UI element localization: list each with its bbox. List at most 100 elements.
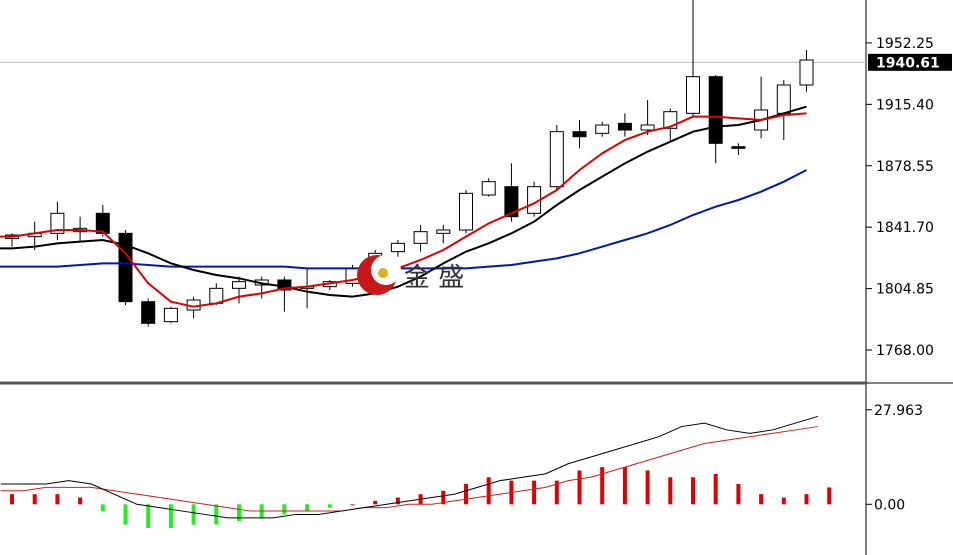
candle	[118, 230, 133, 305]
candle	[436, 225, 451, 244]
macd-bar-negative	[237, 504, 241, 522]
candle	[686, 0, 700, 117]
macd-bar-positive	[395, 497, 400, 505]
candle	[799, 50, 814, 92]
logo-sun	[378, 268, 388, 278]
macd-bar-positive	[781, 497, 786, 505]
macd-bar-positive	[713, 473, 718, 505]
dif-line	[0, 415, 818, 519]
bull-candle-body	[776, 84, 791, 114]
macd-bar-positive	[486, 477, 491, 505]
macd-bar-positive	[827, 487, 832, 505]
macd-bar-positive	[645, 470, 650, 505]
macd-bar-negative	[214, 504, 219, 525]
last-price-tag: 1940.61	[868, 53, 952, 71]
macd-tick-label: 27.963	[874, 403, 923, 419]
candle	[390, 240, 405, 257]
watermark-logo: 金 盛	[357, 255, 464, 295]
macd-bar-positive	[622, 467, 627, 505]
macd-pane: 27.963 0.00	[0, 403, 923, 528]
candle	[754, 76, 769, 139]
macd-bar-positive	[32, 494, 37, 505]
bull-candle-body	[459, 192, 473, 231]
bull-candle-body	[549, 131, 564, 188]
macd-bar-positive	[600, 467, 605, 505]
price-tick-label: 1878.55	[876, 159, 934, 175]
macd-tick-label: 0.00	[874, 497, 905, 513]
macd-bar-positive	[55, 494, 60, 505]
bear-candle-body	[95, 212, 110, 234]
candle	[277, 276, 292, 312]
bull-candle-body	[595, 124, 610, 134]
macd-bar-positive	[668, 477, 673, 505]
macd-histogram	[10, 467, 832, 528]
dea-line	[0, 426, 818, 512]
bull-candle-body	[686, 76, 700, 114]
candle	[413, 225, 428, 252]
bull-candle-body	[50, 212, 65, 234]
candle	[617, 113, 632, 137]
candle	[141, 298, 156, 327]
candle	[504, 163, 519, 222]
macd-bar-positive	[350, 504, 355, 506]
watermark-text: 金 盛	[404, 263, 464, 293]
macd-bar-positive	[441, 490, 446, 505]
ma-mid-line	[0, 105, 807, 298]
candle	[232, 276, 246, 304]
price-tick-label: 1804.85	[876, 282, 934, 298]
price-tick-label: 1768.00	[876, 343, 934, 359]
bear-candle-body	[617, 122, 632, 131]
candle	[708, 75, 723, 164]
bull-candle-body	[413, 231, 428, 244]
candle	[731, 143, 746, 155]
last-price-box	[868, 53, 952, 71]
price-tick-label: 1841.70	[876, 220, 934, 236]
bull-candle-body	[163, 307, 178, 323]
candle	[776, 80, 791, 140]
price-tick-label: 1915.40	[876, 97, 934, 113]
last-price-label: 1940.61	[876, 55, 940, 71]
macd-axis: 27.963 0.00	[866, 403, 923, 513]
candle	[572, 120, 587, 149]
bull-candle-body	[232, 281, 246, 289]
macd-bar-positive	[577, 470, 582, 505]
macd-bar-negative	[305, 504, 310, 512]
bear-candle-body	[731, 146, 746, 149]
candle	[163, 306, 178, 324]
macd-bar-negative	[100, 504, 105, 512]
candle	[459, 190, 473, 234]
macd-bar-negative	[168, 504, 173, 528]
candle	[300, 268, 315, 309]
macd-bar-positive	[736, 484, 741, 505]
candle	[50, 201, 65, 240]
macd-bar-positive	[554, 480, 559, 505]
macd-bar-positive	[759, 494, 764, 505]
macd-bar-positive	[78, 497, 83, 505]
bear-candle-body	[708, 76, 723, 144]
macd-bar-negative	[282, 504, 287, 515]
macd-bar-negative	[146, 504, 151, 528]
bull-candle-body	[640, 124, 655, 131]
macd-bar-negative	[191, 504, 196, 525]
macd-bar-negative	[327, 504, 332, 508]
macd-bar-positive	[804, 494, 809, 505]
bull-candle-body	[436, 229, 451, 234]
bear-candle-body	[141, 301, 156, 324]
bull-candle-body	[799, 59, 814, 86]
bull-candle-body	[390, 242, 405, 253]
candle	[595, 121, 610, 137]
macd-bar-positive	[532, 480, 537, 505]
candle	[481, 178, 496, 197]
macd-bar-positive	[10, 494, 14, 505]
macd-bar-negative	[123, 504, 128, 525]
macd-bar-positive	[373, 500, 378, 505]
candlestick-pane: 1952.25 1915.40 1878.55 1841.70 1804.85 1768.…	[0, 0, 952, 359]
price-tick-label: 1952.25	[876, 36, 934, 52]
bear-candle-body	[572, 131, 587, 138]
candle	[640, 100, 655, 135]
candle	[527, 181, 542, 217]
macd-bar-positive	[464, 484, 468, 505]
price-axis: 1952.25 1915.40 1878.55 1841.70 1804.85 1768.…	[866, 36, 934, 359]
candle	[254, 276, 269, 299]
bull-candle-body	[481, 181, 496, 196]
